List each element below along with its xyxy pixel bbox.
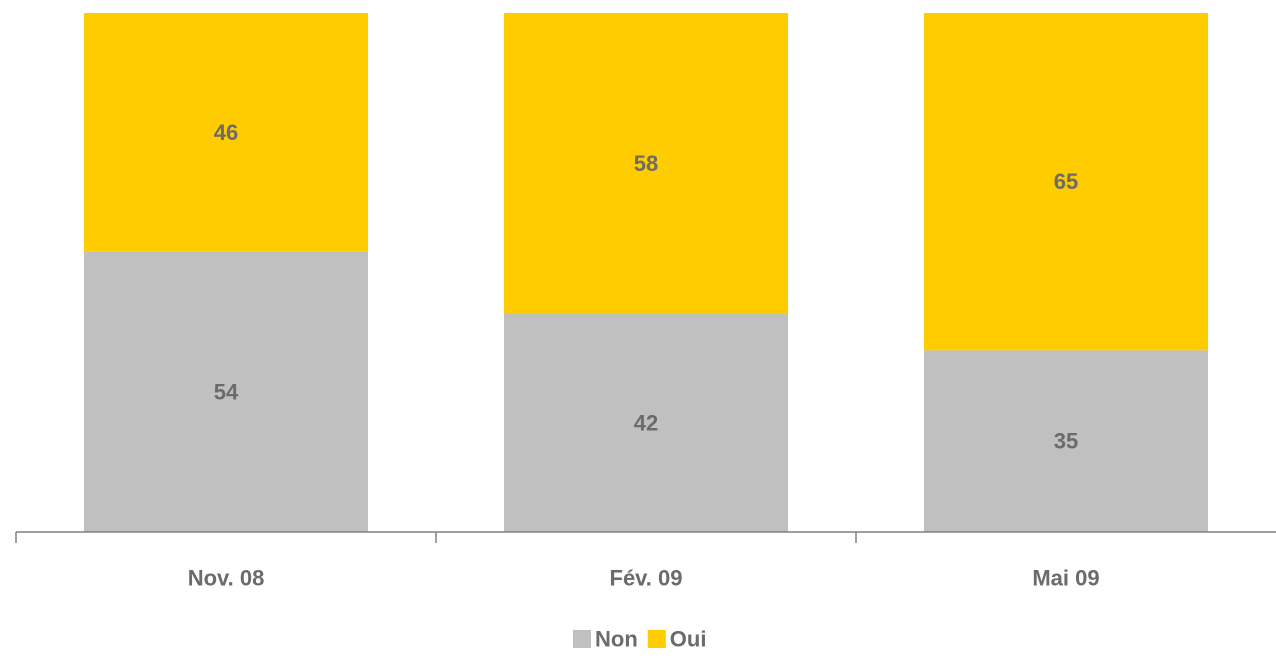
x-axis [15,531,1276,543]
data-label-non-3: 35 [1054,429,1078,454]
bar-oui-1 [84,13,368,252]
bar-non-3 [924,350,1208,532]
data-label-oui-1: 46 [214,120,238,145]
bar-non-2 [504,314,788,532]
legend: Non Oui [573,627,706,652]
category-label-1: Nov. 08 [188,566,265,591]
data-label-non-2: 42 [634,411,658,436]
category-label-2: Fév. 09 [610,566,683,591]
legend-swatch-non [573,630,591,648]
legend-swatch-oui [647,630,666,648]
bar-non-1 [84,251,368,533]
data-label-non-1: 54 [214,379,239,404]
bar-oui-2 [504,13,788,315]
bars-group: 54 46 42 58 35 65 [84,13,1208,533]
category-labels: Nov. 08 Fév. 09 Mai 09 [188,566,1100,591]
category-label-3: Mai 09 [1032,566,1099,591]
legend-label-oui: Oui [670,627,707,652]
legend-label-non: Non [595,627,638,652]
bar-oui-3 [924,13,1208,351]
data-label-oui-3: 65 [1054,169,1078,194]
data-label-oui-2: 58 [634,151,658,176]
